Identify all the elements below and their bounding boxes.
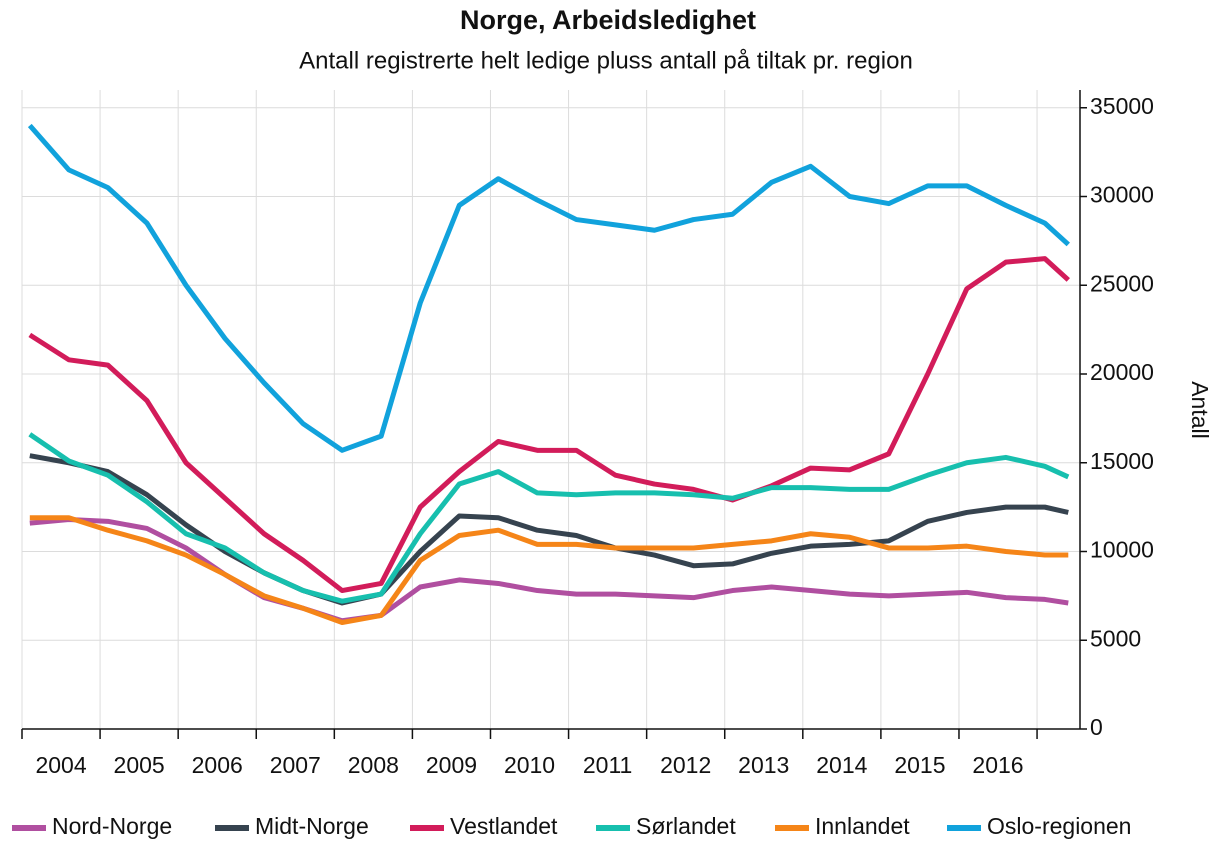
legend-label: Vestlandet <box>450 813 558 839</box>
legend-label: Oslo-regionen <box>987 813 1131 839</box>
series-line <box>29 517 1069 624</box>
y-tick-label: 20000 <box>1090 359 1154 385</box>
y-tick-label: 30000 <box>1090 182 1154 208</box>
series-line <box>29 515 1069 625</box>
legend-label: Sørlandet <box>636 813 736 839</box>
x-tick-label: 2013 <box>738 752 789 778</box>
series-line <box>28 256 1070 594</box>
x-tick-label: 2008 <box>348 752 399 778</box>
x-tick-label: 2006 <box>192 752 243 778</box>
x-tick-label: 2014 <box>816 752 867 778</box>
y-tick-label: 0 <box>1090 714 1103 740</box>
y-tick-label: 25000 <box>1090 270 1154 296</box>
legend-label: Innlandet <box>815 813 910 839</box>
y-axis-label: Antall <box>1187 381 1213 439</box>
x-tick-label: 2009 <box>426 752 477 778</box>
x-tick-label: 2016 <box>972 752 1023 778</box>
chart-title: Norge, Arbeidsledighet <box>460 5 756 35</box>
x-tick-label: 2011 <box>583 752 632 778</box>
x-tick-label: 2012 <box>660 752 711 778</box>
x-tick-label: 2004 <box>35 752 86 778</box>
x-tick-label: 2005 <box>114 752 165 778</box>
y-tick-label: 10000 <box>1090 537 1154 563</box>
legend-label: Nord-Norge <box>52 813 172 839</box>
x-tick-label: 2010 <box>504 752 555 778</box>
legend-label: Midt-Norge <box>255 813 369 839</box>
series-line <box>29 453 1069 606</box>
chart-subtitle: Antall registrerte helt ledige pluss ant… <box>299 47 913 74</box>
y-tick-label: 15000 <box>1090 448 1154 474</box>
y-tick-label: 35000 <box>1090 93 1154 119</box>
series-line <box>27 123 1070 453</box>
series-line <box>28 432 1070 604</box>
y-tick-label: 5000 <box>1090 625 1141 651</box>
x-tick-label: 2007 <box>270 752 321 778</box>
x-tick-label: 2015 <box>894 752 945 778</box>
